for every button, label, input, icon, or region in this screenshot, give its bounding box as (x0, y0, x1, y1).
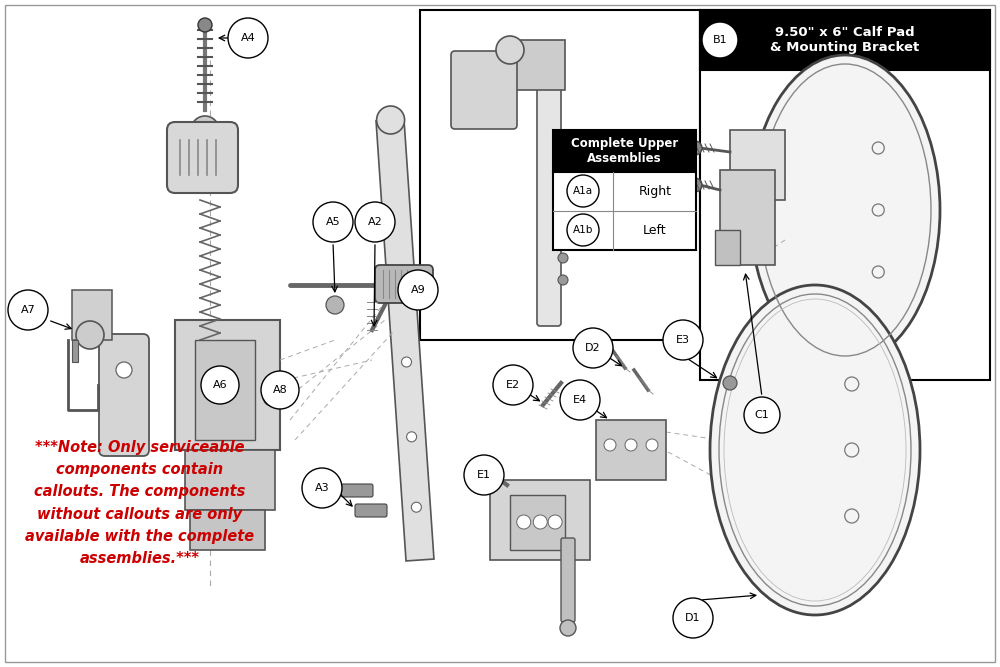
Text: B1: B1 (713, 35, 727, 45)
Bar (730, 130, 785, 200)
Bar (490, 480, 590, 560)
Circle shape (116, 362, 132, 378)
Circle shape (261, 371, 299, 409)
Circle shape (558, 253, 568, 263)
Bar (185, 450, 275, 510)
Circle shape (646, 439, 658, 451)
FancyBboxPatch shape (341, 484, 373, 497)
Circle shape (191, 116, 219, 144)
Bar (175, 320, 280, 450)
Circle shape (604, 439, 616, 451)
Circle shape (407, 432, 417, 442)
Circle shape (228, 18, 268, 58)
Circle shape (673, 598, 713, 638)
Text: E2: E2 (506, 380, 520, 390)
Bar (553, 172, 696, 250)
FancyBboxPatch shape (167, 122, 238, 193)
Circle shape (302, 468, 342, 508)
Circle shape (208, 378, 232, 402)
Text: ***Note: Only serviceable
components contain
callouts. The components
without ca: ***Note: Only serviceable components con… (25, 440, 255, 566)
Text: A9: A9 (411, 285, 425, 295)
Text: A7: A7 (21, 305, 35, 315)
Circle shape (744, 397, 780, 433)
Circle shape (560, 620, 576, 636)
Circle shape (396, 269, 406, 279)
Circle shape (702, 22, 738, 58)
Circle shape (567, 214, 599, 246)
Bar (596, 420, 666, 480)
FancyBboxPatch shape (99, 334, 149, 456)
Circle shape (496, 36, 524, 64)
Circle shape (533, 515, 547, 529)
Bar (190, 510, 265, 550)
Circle shape (663, 320, 703, 360)
Circle shape (567, 175, 599, 207)
Text: Right: Right (639, 185, 672, 197)
Bar (72, 340, 78, 362)
FancyBboxPatch shape (375, 265, 433, 303)
Circle shape (573, 328, 613, 368)
Bar (420, 10, 700, 340)
Text: A1a: A1a (573, 186, 593, 196)
Ellipse shape (750, 55, 940, 365)
FancyBboxPatch shape (206, 375, 230, 387)
Circle shape (377, 106, 405, 134)
Text: Left: Left (643, 223, 667, 237)
Text: A8: A8 (273, 385, 287, 395)
Text: A5: A5 (326, 217, 340, 227)
Circle shape (688, 178, 702, 192)
Text: D2: D2 (585, 343, 601, 353)
Bar (700, 10, 990, 70)
Circle shape (493, 365, 533, 405)
Circle shape (688, 141, 702, 155)
Circle shape (398, 270, 438, 310)
Circle shape (517, 515, 531, 529)
Circle shape (411, 502, 421, 512)
Bar (510, 495, 565, 550)
Text: Complete Upper
Assemblies: Complete Upper Assemblies (571, 137, 678, 165)
FancyBboxPatch shape (355, 504, 387, 517)
Circle shape (625, 439, 637, 451)
Text: A1b: A1b (573, 225, 593, 235)
Bar (553, 130, 696, 172)
Circle shape (558, 275, 568, 285)
Text: E1: E1 (477, 470, 491, 480)
Text: A4: A4 (241, 33, 255, 43)
Circle shape (326, 296, 344, 314)
Circle shape (263, 388, 281, 406)
FancyBboxPatch shape (537, 55, 561, 326)
Text: A3: A3 (315, 483, 329, 493)
Circle shape (560, 380, 600, 420)
Circle shape (548, 515, 562, 529)
Circle shape (464, 455, 504, 495)
Text: A2: A2 (368, 217, 382, 227)
Text: E3: E3 (676, 335, 690, 345)
Ellipse shape (710, 285, 920, 615)
Circle shape (198, 18, 212, 32)
Circle shape (201, 366, 239, 404)
Circle shape (402, 357, 412, 367)
Circle shape (355, 202, 395, 242)
Bar (720, 170, 775, 265)
Text: E4: E4 (573, 395, 587, 405)
Bar (715, 230, 740, 265)
Text: D1: D1 (685, 613, 701, 623)
Circle shape (8, 290, 48, 330)
FancyBboxPatch shape (451, 51, 517, 129)
Circle shape (313, 202, 353, 242)
Circle shape (76, 321, 104, 349)
Bar (700, 10, 990, 380)
Bar (195, 340, 255, 440)
FancyBboxPatch shape (561, 538, 575, 622)
Polygon shape (376, 119, 434, 561)
Bar (72, 290, 112, 340)
Text: A6: A6 (213, 380, 227, 390)
Bar (510, 40, 565, 90)
Text: C1: C1 (755, 410, 769, 420)
Circle shape (723, 376, 737, 390)
Text: 9.50" x 6" Calf Pad
& Mounting Bracket: 9.50" x 6" Calf Pad & Mounting Bracket (770, 26, 920, 54)
